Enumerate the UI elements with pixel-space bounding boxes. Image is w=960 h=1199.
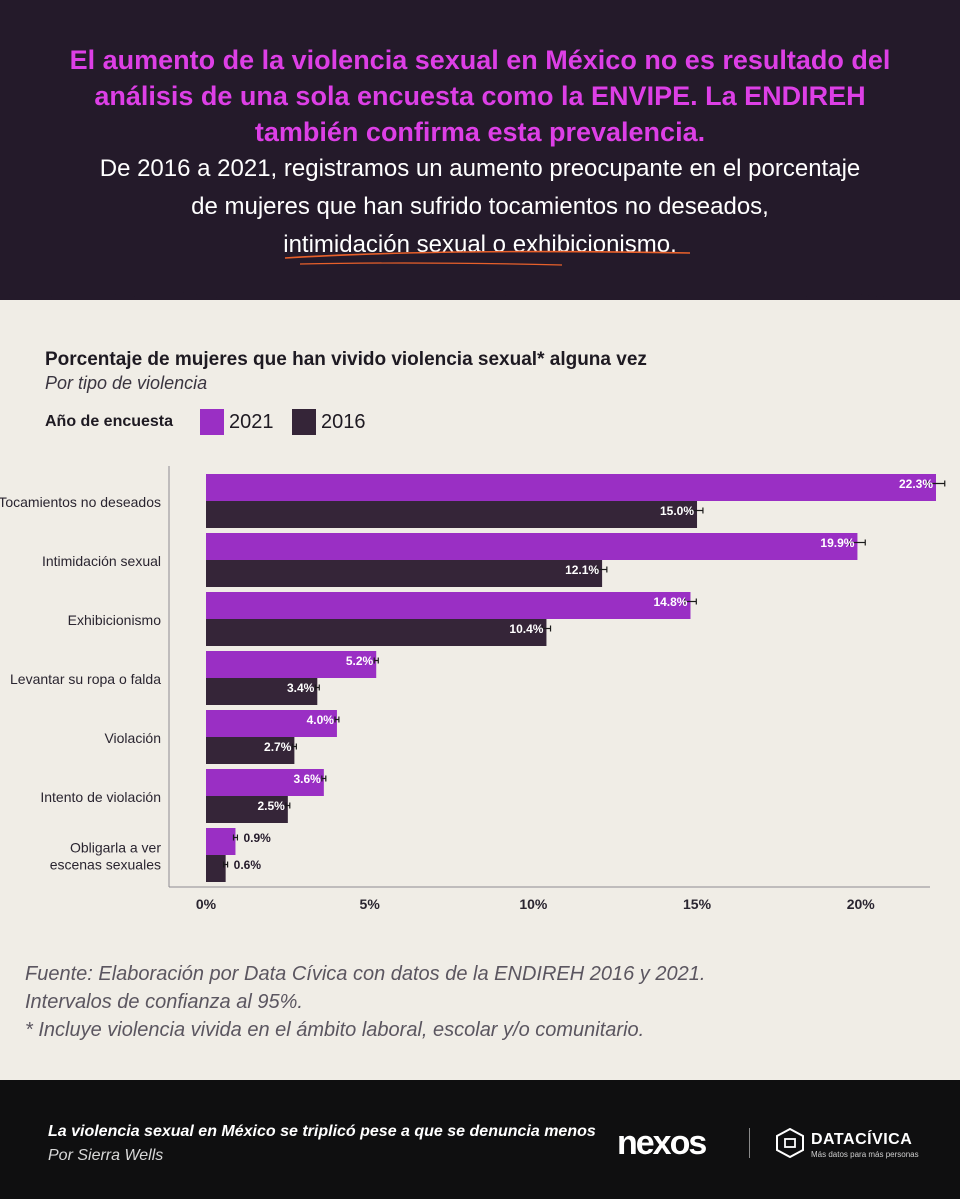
bar-2016 bbox=[206, 560, 603, 587]
category-label: Exhibicionismo bbox=[68, 612, 162, 628]
legend-label-2021: 2021 bbox=[229, 411, 274, 433]
chart-subtitle: Por tipo de violencia bbox=[45, 373, 208, 393]
headline-sub-line-3: intimidación sexual o exhibicionismo. bbox=[283, 231, 677, 258]
story-title: La violencia sexual en México se triplic… bbox=[48, 1123, 596, 1140]
ci-note-line: Intervalos de confianza al 95%. bbox=[25, 991, 303, 1013]
byline: Por Sierra Wells bbox=[48, 1147, 164, 1164]
datacivica-logo-icon bbox=[776, 1128, 804, 1158]
data-label: 15.0% bbox=[660, 504, 694, 518]
data-label: 3.4% bbox=[287, 681, 315, 695]
data-label: 2.5% bbox=[257, 799, 285, 813]
bar-2016 bbox=[206, 619, 547, 646]
category-label: Tocamientos no deseados bbox=[0, 494, 161, 510]
bar-2021 bbox=[206, 533, 858, 560]
x-tick-label: 0% bbox=[196, 896, 217, 912]
x-tick-label: 10% bbox=[519, 896, 548, 912]
data-label: 0.9% bbox=[243, 831, 271, 845]
headline-lead: El aumento de la violencia sexual en Méx… bbox=[69, 45, 891, 147]
bar-2021 bbox=[206, 710, 337, 737]
bar-chart: 0% 5% 10% 15% 20% Tocamientos no deseados 22.3… bbox=[0, 466, 946, 912]
bar-2016 bbox=[206, 796, 288, 823]
scribble-underline bbox=[284, 250, 691, 266]
nexos-logo: nexos bbox=[617, 1124, 707, 1162]
data-label: 14.8% bbox=[653, 595, 687, 609]
bar-2016 bbox=[206, 678, 318, 705]
footer-divider bbox=[749, 1128, 750, 1158]
data-label: 5.2% bbox=[346, 654, 374, 668]
datacivica-logo-text: DATACÍVICA bbox=[811, 1131, 913, 1148]
data-label: 19.9% bbox=[820, 536, 854, 550]
category-label: Violación bbox=[104, 730, 161, 746]
category-label: Intimidación sexual bbox=[42, 553, 161, 569]
x-tick-label: 15% bbox=[683, 896, 712, 912]
x-tick-label: 5% bbox=[360, 896, 381, 912]
source-note-line: Fuente: Elaboración por Data Cívica con … bbox=[25, 963, 706, 985]
data-label: 10.4% bbox=[509, 622, 543, 636]
bar-2021 bbox=[206, 651, 377, 678]
bar-2021 bbox=[206, 474, 936, 501]
data-label: 22.3% bbox=[899, 477, 933, 491]
data-label: 4.0% bbox=[307, 713, 335, 727]
legend-swatch-2021 bbox=[200, 409, 224, 435]
source-notes: Fuente: Elaboración por Data Cívica con … bbox=[25, 960, 705, 1044]
footnote-line: * Incluye violencia vivida en el ámbito … bbox=[25, 1019, 645, 1041]
legend-title: Año de encuesta bbox=[45, 413, 174, 430]
legend-swatch-2016 bbox=[292, 409, 316, 435]
category-label: Intento de violación bbox=[40, 789, 161, 805]
data-label: 2.7% bbox=[264, 740, 292, 754]
headline-sub: De 2016 a 2021, registramos un aumento p… bbox=[40, 150, 920, 264]
data-label: 0.6% bbox=[234, 858, 262, 872]
category-label: escenas sexuales bbox=[50, 857, 161, 873]
header-banner: El aumento de la violencia sexual en Méx… bbox=[0, 0, 960, 300]
x-tick-label: 20% bbox=[847, 896, 876, 912]
headline-sub-line-2: de mujeres que han sufrido tocamientos n… bbox=[191, 193, 769, 220]
chart-title: Porcentaje de mujeres que han vivido vio… bbox=[45, 349, 647, 370]
legend-label-2016: 2016 bbox=[321, 411, 366, 433]
headline-sub-line-1: De 2016 a 2021, registramos un aumento p… bbox=[99, 155, 861, 182]
bar-2016 bbox=[206, 501, 698, 528]
datacivica-tagline: Más datos para más personas bbox=[811, 1150, 919, 1159]
category-label: Obligarla a ver bbox=[70, 840, 161, 856]
category-label: Levantar su ropa o falda bbox=[10, 671, 161, 687]
bar-2016 bbox=[206, 737, 295, 764]
footer: La violencia sexual en México se triplic… bbox=[0, 1080, 960, 1199]
torn-paper-edge bbox=[0, 270, 960, 298]
bar-2016 bbox=[206, 855, 226, 882]
bar-2021 bbox=[206, 592, 691, 619]
data-label: 12.1% bbox=[565, 563, 599, 577]
bar-2021 bbox=[206, 769, 324, 796]
data-label: 3.6% bbox=[293, 772, 321, 786]
bar-2021 bbox=[206, 828, 236, 855]
